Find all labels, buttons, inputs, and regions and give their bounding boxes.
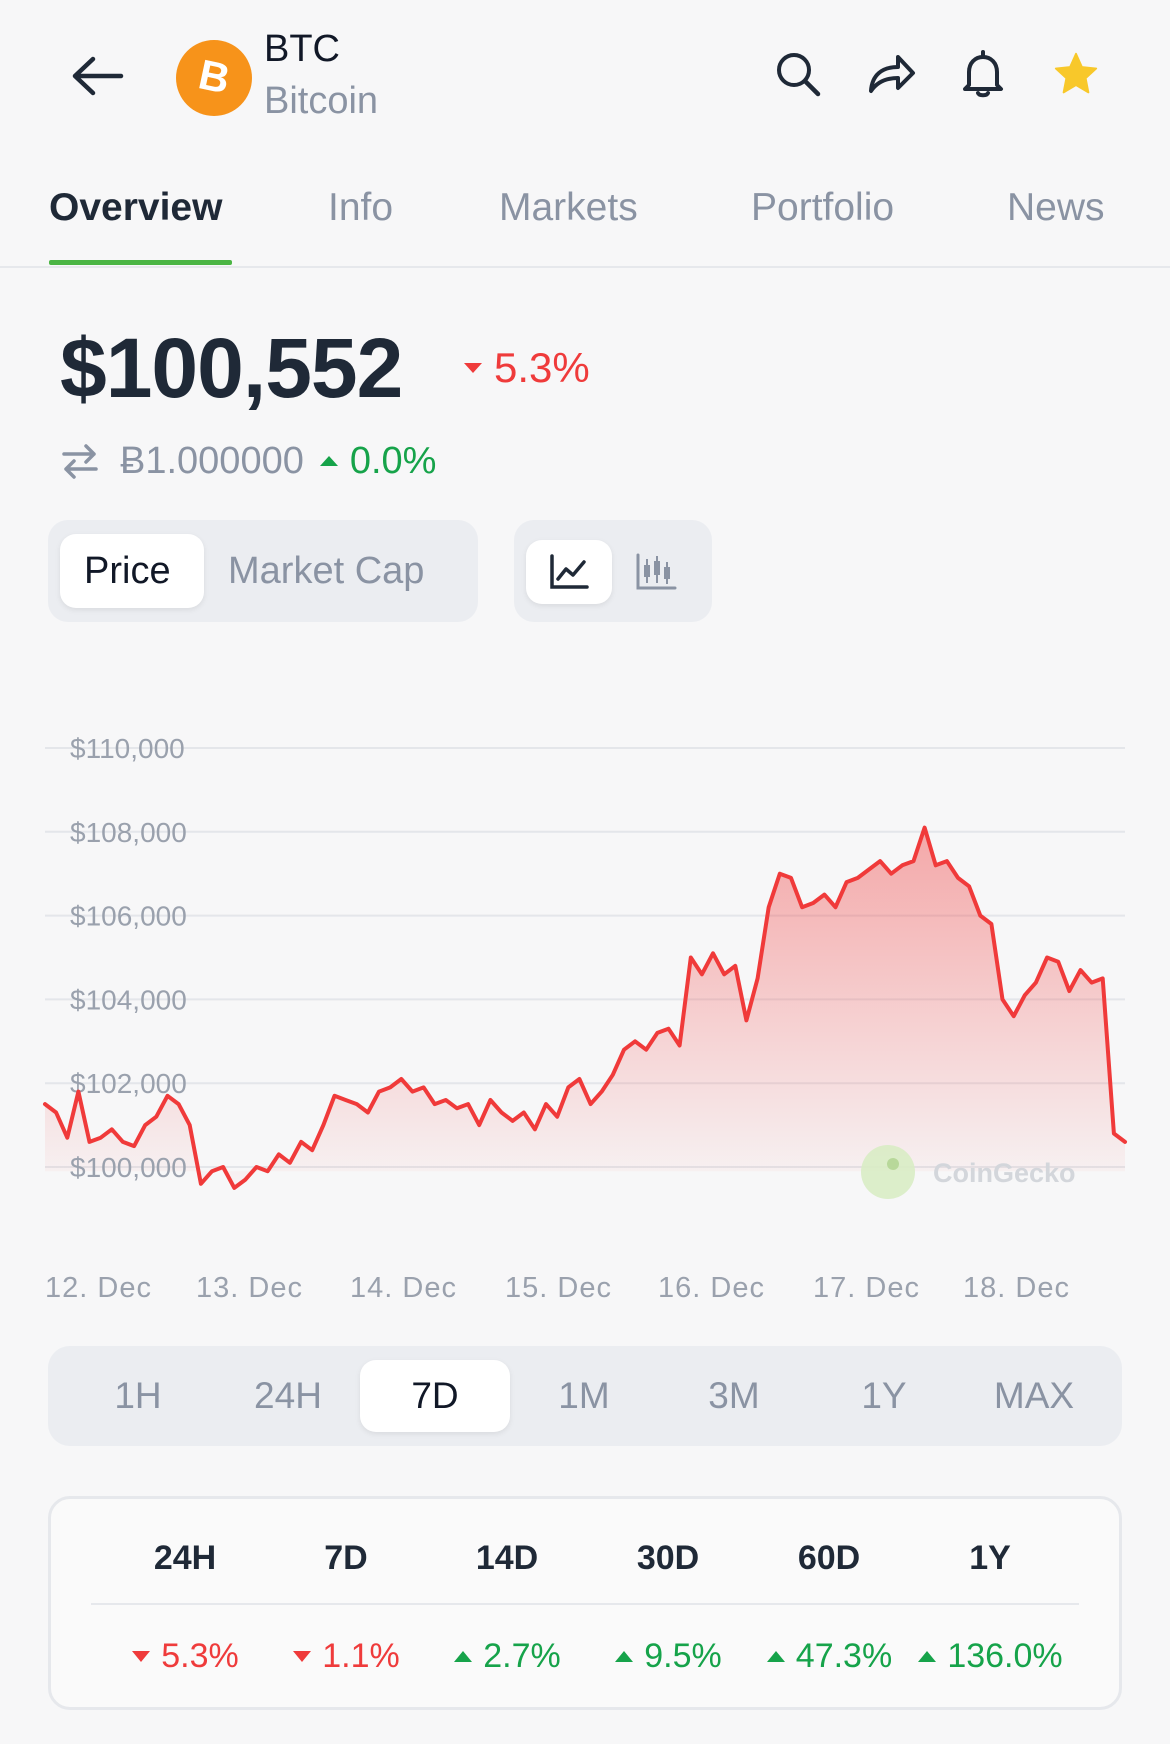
market-cap-toggle-option[interactable]: Market Cap: [228, 550, 425, 592]
tab-info[interactable]: Info: [328, 186, 394, 229]
btc-change-value: 0.0%: [349, 439, 437, 482]
range-max[interactable]: MAX: [993, 1375, 1075, 1416]
current-price: $100,552: [60, 321, 403, 415]
range-3m[interactable]: 3M: [708, 1375, 760, 1416]
btc-change: 0.0%: [318, 439, 437, 483]
watermark-text: CoinGecko: [933, 1158, 1076, 1188]
caret-down-icon: [132, 1651, 151, 1662]
x-tick-label: 17. Dec: [813, 1272, 920, 1304]
metric-selected-pill: [60, 534, 204, 608]
x-tick-label: 15. Dec: [505, 1272, 612, 1304]
caret-up-icon: [918, 1651, 937, 1662]
candlestick-chart-option[interactable]: [632, 550, 680, 594]
share-icon: [869, 55, 915, 93]
y-tick-label: $110,000: [70, 733, 185, 764]
caret-up-icon: [454, 1651, 473, 1662]
candlestick-chart-icon: [636, 553, 677, 590]
tab-overview[interactable]: Overview: [49, 186, 223, 229]
price-change: 5.3%: [462, 344, 590, 392]
search-icon: [777, 53, 821, 97]
caret-up-icon: [319, 456, 338, 466]
back-arrow-icon: [72, 56, 124, 96]
performance-table: 24H 7D 14D 30D 60D 1Y 5.3% 1.1% 2.7% 9.5…: [48, 1496, 1122, 1710]
y-tick-label: $104,000: [70, 984, 187, 1015]
bell-icon: [963, 50, 1003, 98]
line-chart-option[interactable]: [526, 540, 612, 604]
y-tick-label: $108,000: [70, 817, 187, 848]
y-tick-label: $100,000: [70, 1152, 187, 1183]
perf-change-value: 2.7%: [427, 1637, 587, 1676]
perf-change-value: 136.0%: [910, 1637, 1070, 1676]
star-icon: [1054, 52, 1098, 94]
price-line: [43, 825, 1127, 1190]
perf-divider: [91, 1603, 1079, 1605]
bitcoin-logo-icon: B: [176, 40, 252, 116]
x-tick-label: 18. Dec: [963, 1272, 1070, 1304]
perf-change-value: 1.1%: [266, 1637, 426, 1676]
perf-period-label: 1Y: [969, 1539, 1011, 1577]
search-button[interactable]: [768, 44, 828, 104]
caret-up-icon: [766, 1651, 785, 1662]
price-chart[interactable]: CoinGecko $110,000 $108,000 $106,000 $104,0…: [0, 690, 1170, 1320]
y-tick-label: $102,000: [70, 1068, 187, 1099]
perf-period-label: 14D: [475, 1539, 539, 1577]
perf-period-label: 7D: [324, 1539, 368, 1577]
x-tick-label: 12. Dec: [45, 1272, 152, 1304]
price-area-fill: [45, 827, 1125, 1188]
back-button[interactable]: [68, 46, 128, 106]
watchlist-star-button[interactable]: [1046, 44, 1106, 104]
range-1y[interactable]: 1Y: [861, 1375, 907, 1416]
coin-name: Bitcoin: [264, 80, 379, 122]
time-range-selector: 1H 24H 7D 1M 3M 1Y MAX: [48, 1346, 1122, 1446]
perf-change-value: 5.3%: [105, 1637, 265, 1676]
share-button[interactable]: [861, 44, 921, 104]
range-1m[interactable]: 1M: [558, 1375, 610, 1416]
tab-portfolio[interactable]: Portfolio: [751, 186, 895, 229]
price-chart-svg: CoinGecko $110,000 $108,000 $106,000 $104,0…: [43, 733, 1127, 1199]
coin-header: B BTC Bitcoin: [0, 0, 1170, 150]
x-tick-label: 16. Dec: [658, 1272, 765, 1304]
caret-down-icon: [464, 363, 482, 373]
range-1h[interactable]: 1H: [114, 1375, 162, 1416]
caret-up-icon: [615, 1651, 634, 1662]
perf-period-label: 30D: [636, 1539, 700, 1577]
chart-type-toggle: [514, 520, 712, 622]
section-tabs: Overview Info Markets Portfolio News: [0, 170, 1170, 268]
coingecko-logo-icon: [861, 1145, 915, 1199]
alert-button[interactable]: [953, 44, 1013, 104]
price-change-value: 5.3%: [494, 344, 590, 391]
perf-period-label: 60D: [797, 1539, 861, 1577]
y-tick-label: $106,000: [70, 901, 187, 932]
tab-markets[interactable]: Markets: [499, 186, 638, 229]
swap-arrows-icon: [62, 444, 98, 479]
btc-conversion: Ƀ1.000000 0.0%: [60, 436, 436, 486]
perf-change-value: 47.3%: [749, 1637, 909, 1676]
range-7d[interactable]: 7D: [360, 1360, 510, 1432]
range-24h[interactable]: 24H: [254, 1375, 322, 1416]
btc-value: Ƀ1.000000: [120, 439, 304, 482]
caret-down-icon: [293, 1651, 312, 1662]
x-tick-label: 14. Dec: [350, 1272, 457, 1304]
line-chart-icon: [550, 554, 589, 589]
coin-symbol: BTC: [264, 28, 340, 70]
tab-news[interactable]: News: [1007, 186, 1105, 229]
metric-toggle: Price Market Cap: [48, 520, 478, 622]
price-toggle-option[interactable]: Price: [84, 550, 171, 592]
active-tab-indicator: [49, 260, 232, 265]
perf-change-value: 9.5%: [588, 1637, 748, 1676]
coingecko-watermark: CoinGecko: [861, 1145, 1076, 1199]
x-tick-label: 13. Dec: [196, 1272, 303, 1304]
svg-text:B: B: [195, 53, 234, 103]
perf-period-label: 24H: [153, 1539, 217, 1577]
